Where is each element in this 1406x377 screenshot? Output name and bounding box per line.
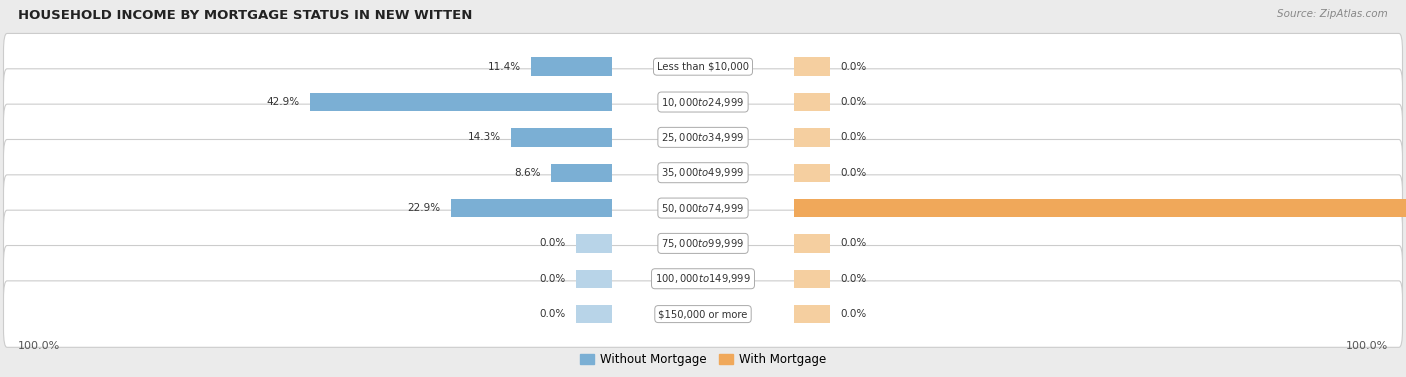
- Text: $25,000 to $34,999: $25,000 to $34,999: [661, 131, 745, 144]
- Text: 42.9%: 42.9%: [266, 97, 299, 107]
- Text: 0.0%: 0.0%: [841, 274, 866, 284]
- Legend: Without Mortgage, With Mortgage: Without Mortgage, With Mortgage: [575, 349, 831, 371]
- Bar: [794, 58, 830, 76]
- Text: 11.4%: 11.4%: [488, 62, 520, 72]
- Bar: [450, 199, 612, 217]
- Bar: [512, 128, 612, 147]
- FancyBboxPatch shape: [3, 175, 1403, 241]
- Bar: [794, 164, 830, 182]
- FancyBboxPatch shape: [3, 281, 1403, 347]
- Bar: [576, 234, 612, 253]
- Bar: [794, 234, 830, 253]
- Bar: [794, 199, 1406, 217]
- Text: $10,000 to $24,999: $10,000 to $24,999: [661, 95, 745, 109]
- Text: 0.0%: 0.0%: [540, 238, 565, 248]
- Text: 100.0%: 100.0%: [18, 340, 60, 351]
- Text: 0.0%: 0.0%: [841, 309, 866, 319]
- FancyBboxPatch shape: [3, 139, 1403, 206]
- Text: HOUSEHOLD INCOME BY MORTGAGE STATUS IN NEW WITTEN: HOUSEHOLD INCOME BY MORTGAGE STATUS IN N…: [18, 9, 472, 22]
- Text: 0.0%: 0.0%: [841, 132, 866, 143]
- Text: $100,000 to $149,999: $100,000 to $149,999: [655, 272, 751, 285]
- Text: 0.0%: 0.0%: [841, 238, 866, 248]
- Bar: [551, 164, 612, 182]
- Text: 8.6%: 8.6%: [515, 168, 540, 178]
- Text: 0.0%: 0.0%: [540, 309, 565, 319]
- Text: $75,000 to $99,999: $75,000 to $99,999: [661, 237, 745, 250]
- Text: 0.0%: 0.0%: [841, 168, 866, 178]
- Bar: [309, 93, 612, 111]
- Text: 22.9%: 22.9%: [406, 203, 440, 213]
- Bar: [576, 270, 612, 288]
- Bar: [794, 305, 830, 323]
- Text: $35,000 to $49,999: $35,000 to $49,999: [661, 166, 745, 179]
- FancyBboxPatch shape: [3, 245, 1403, 312]
- Bar: [794, 270, 830, 288]
- Text: Less than $10,000: Less than $10,000: [657, 62, 749, 72]
- FancyBboxPatch shape: [3, 69, 1403, 135]
- Text: 0.0%: 0.0%: [540, 274, 565, 284]
- Text: 0.0%: 0.0%: [841, 97, 866, 107]
- Bar: [794, 93, 830, 111]
- Text: 14.3%: 14.3%: [467, 132, 501, 143]
- Text: $50,000 to $74,999: $50,000 to $74,999: [661, 202, 745, 215]
- FancyBboxPatch shape: [3, 34, 1403, 100]
- Bar: [794, 128, 830, 147]
- Bar: [531, 58, 612, 76]
- Bar: [576, 305, 612, 323]
- FancyBboxPatch shape: [3, 104, 1403, 171]
- Text: 0.0%: 0.0%: [841, 62, 866, 72]
- FancyBboxPatch shape: [3, 210, 1403, 277]
- Text: 100.0%: 100.0%: [1346, 340, 1388, 351]
- Text: Source: ZipAtlas.com: Source: ZipAtlas.com: [1277, 9, 1388, 20]
- Text: $150,000 or more: $150,000 or more: [658, 309, 748, 319]
